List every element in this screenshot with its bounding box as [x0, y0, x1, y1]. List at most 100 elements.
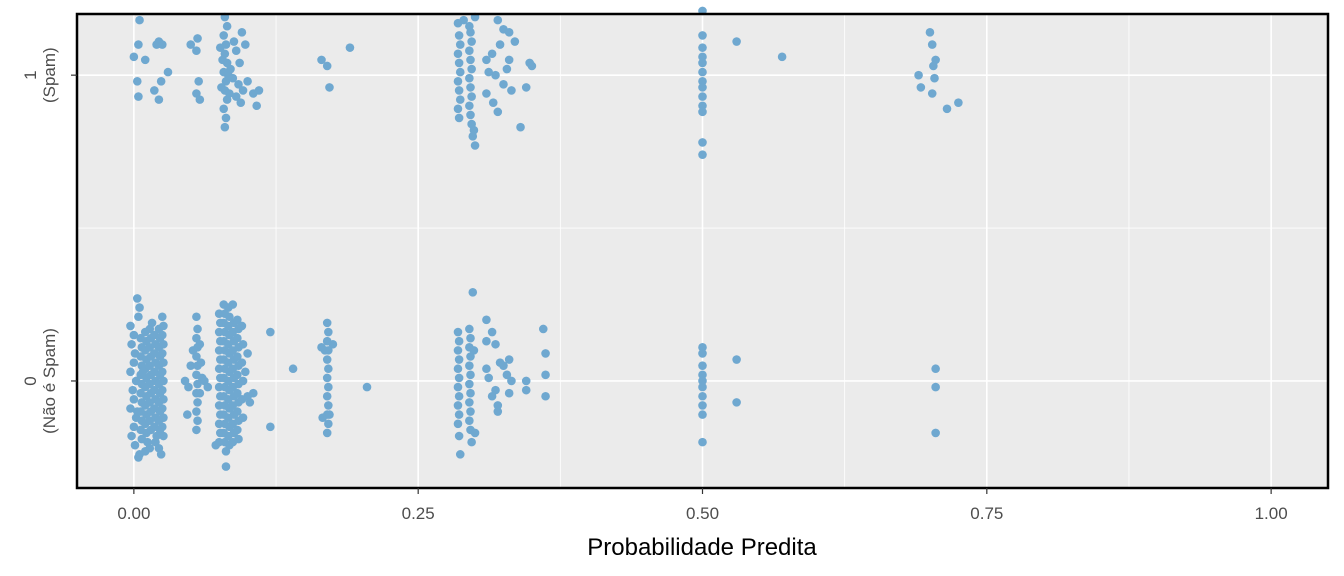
data-point-class-1	[186, 40, 196, 49]
data-point-class-1	[215, 43, 225, 52]
y-tick-label: 1(Spam)	[21, 47, 59, 103]
x-tick-label: 0.00	[117, 504, 150, 523]
data-point-class-1	[154, 95, 164, 104]
data-point-class-0	[931, 382, 940, 392]
data-point-class-0	[245, 398, 255, 407]
data-point-class-0	[466, 370, 475, 380]
data-point-class-1	[925, 28, 935, 37]
data-point-class-0	[147, 318, 157, 328]
data-point-class-0	[465, 324, 474, 334]
data-point-class-0	[698, 401, 707, 410]
data-point-class-1	[914, 70, 923, 80]
data-point-class-1	[252, 101, 261, 111]
data-point-class-1	[698, 92, 707, 101]
data-point-class-0	[468, 287, 478, 297]
data-point-class-0	[127, 431, 136, 441]
data-point-class-1	[777, 52, 787, 62]
data-point-class-0	[126, 321, 135, 331]
data-point-class-1	[453, 104, 463, 114]
data-point-class-1	[502, 64, 512, 74]
data-point-class-0	[465, 361, 474, 370]
data-point-class-0	[233, 333, 242, 343]
data-point-class-0	[324, 327, 333, 337]
data-point-class-0	[698, 437, 707, 447]
data-point-class-0	[138, 367, 148, 377]
data-point-class-0	[453, 401, 463, 410]
data-point-class-0	[454, 336, 464, 346]
data-point-class-0	[362, 382, 372, 392]
data-point-class-1	[516, 122, 525, 132]
data-point-class-1	[219, 104, 229, 114]
data-point-class-0	[482, 364, 491, 374]
data-point-class-0	[233, 315, 242, 325]
data-point-class-0	[502, 370, 512, 380]
data-point-class-1	[325, 83, 334, 92]
data-point-class-0	[487, 327, 497, 337]
data-point-class-1	[243, 76, 252, 86]
data-point-class-0	[157, 385, 167, 395]
data-point-class-0	[465, 416, 474, 426]
data-point-class-0	[192, 312, 201, 322]
data-point-class-1	[156, 76, 166, 86]
data-point-class-1	[226, 64, 235, 74]
data-point-class-1	[469, 125, 479, 135]
data-point-class-1	[499, 80, 508, 89]
data-point-class-1	[134, 92, 143, 101]
data-point-class-0	[324, 364, 333, 374]
data-point-class-0	[266, 327, 275, 337]
data-point-class-0	[134, 312, 143, 322]
data-point-class-1	[504, 28, 514, 37]
data-point-class-1	[221, 113, 231, 123]
data-point-class-0	[541, 391, 550, 401]
data-point-class-0	[454, 355, 464, 364]
data-point-class-1	[236, 98, 246, 107]
data-point-class-0	[238, 376, 248, 386]
data-point-class-0	[159, 395, 168, 404]
data-point-class-1	[317, 55, 326, 65]
y-tick-label-description: (Spam)	[40, 47, 59, 103]
data-point-class-0	[466, 333, 475, 343]
data-point-class-0	[453, 346, 463, 355]
data-point-class-0	[126, 367, 135, 377]
data-point-class-0	[130, 440, 140, 450]
data-point-class-0	[541, 349, 550, 358]
data-point-class-0	[157, 422, 167, 432]
data-point-class-1	[698, 76, 707, 86]
data-point-class-0	[238, 413, 248, 422]
data-point-class-0	[455, 450, 465, 459]
data-point-class-0	[159, 358, 168, 367]
data-point-class-0	[493, 407, 503, 416]
data-point-class-0	[324, 382, 333, 392]
data-point-class-1	[698, 107, 707, 117]
data-point-class-1	[237, 28, 247, 37]
data-point-class-1	[322, 61, 332, 71]
data-point-class-1	[916, 83, 926, 92]
data-point-class-1	[954, 98, 963, 107]
data-point-class-0	[241, 367, 250, 377]
data-point-class-0	[193, 324, 202, 334]
data-point-class-0	[233, 352, 242, 361]
data-point-class-1	[525, 58, 534, 68]
data-point-class-0	[186, 361, 196, 370]
data-point-class-1	[135, 15, 144, 25]
data-point-class-1	[455, 40, 465, 49]
data-point-class-0	[504, 355, 514, 364]
data-point-class-1	[454, 86, 464, 95]
data-point-class-0	[466, 407, 475, 416]
data-point-class-1	[466, 110, 475, 120]
data-point-class-0	[698, 391, 707, 401]
data-point-class-0	[453, 327, 463, 337]
data-point-class-1	[698, 43, 707, 52]
data-point-class-0	[193, 398, 202, 407]
data-point-class-0	[538, 324, 548, 334]
data-point-class-0	[157, 330, 167, 340]
data-point-class-0	[157, 349, 167, 358]
data-point-class-0	[192, 407, 201, 416]
data-point-class-1	[218, 55, 227, 65]
data-point-class-0	[324, 346, 333, 355]
data-point-class-1	[467, 92, 476, 101]
data-point-class-0	[499, 361, 508, 370]
data-point-class-0	[541, 370, 550, 380]
data-point-class-0	[469, 346, 479, 355]
